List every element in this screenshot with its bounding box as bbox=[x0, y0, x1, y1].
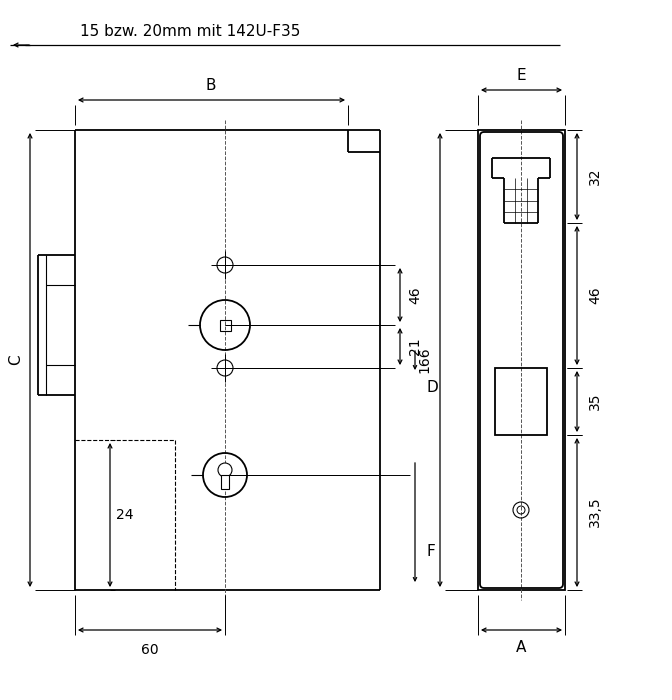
Text: 46: 46 bbox=[588, 286, 602, 304]
Text: 33,5: 33,5 bbox=[588, 497, 602, 527]
Text: 35: 35 bbox=[588, 392, 602, 410]
Text: 24: 24 bbox=[116, 508, 134, 522]
Bar bbox=[495, 368, 547, 435]
Bar bbox=[220, 320, 231, 331]
Text: 46: 46 bbox=[408, 286, 422, 304]
Text: 32: 32 bbox=[588, 167, 602, 185]
Text: A: A bbox=[516, 640, 526, 655]
Text: 21: 21 bbox=[408, 337, 422, 355]
Bar bbox=[221, 475, 229, 489]
Text: 166: 166 bbox=[417, 346, 431, 373]
Text: 60: 60 bbox=[141, 643, 159, 657]
Circle shape bbox=[218, 463, 232, 477]
Text: 15 bzw. 20mm mit 142U-F35: 15 bzw. 20mm mit 142U-F35 bbox=[80, 24, 300, 38]
Text: F: F bbox=[427, 545, 435, 559]
Text: B: B bbox=[206, 78, 216, 94]
Text: E: E bbox=[516, 69, 526, 83]
Text: D: D bbox=[427, 381, 439, 395]
Bar bbox=[478, 130, 565, 590]
Text: C: C bbox=[9, 355, 24, 365]
